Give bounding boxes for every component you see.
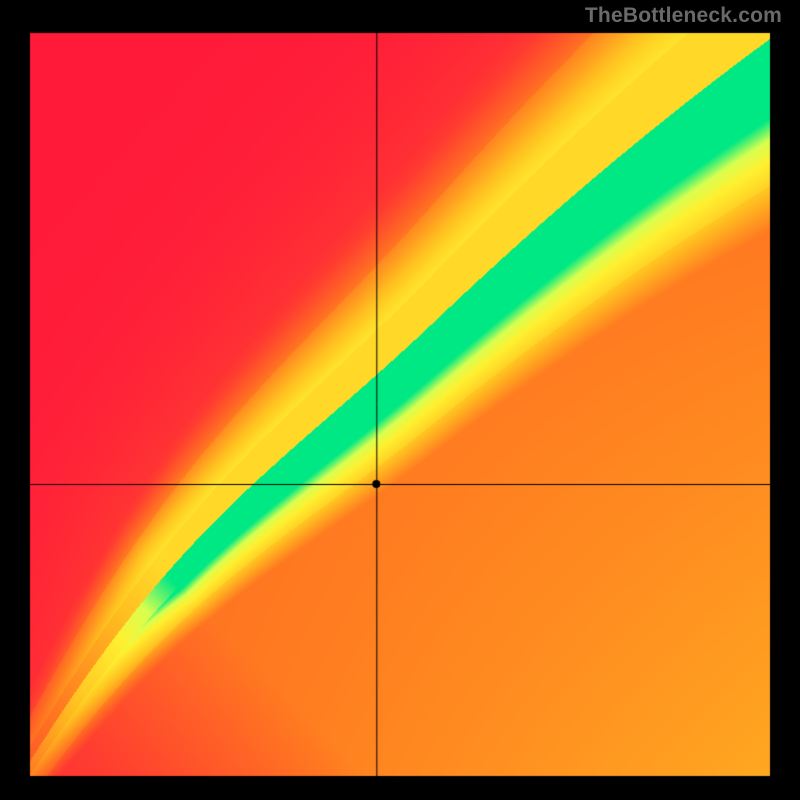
watermark-text: TheBottleneck.com <box>585 4 782 28</box>
bottleneck-heatmap <box>0 0 800 800</box>
